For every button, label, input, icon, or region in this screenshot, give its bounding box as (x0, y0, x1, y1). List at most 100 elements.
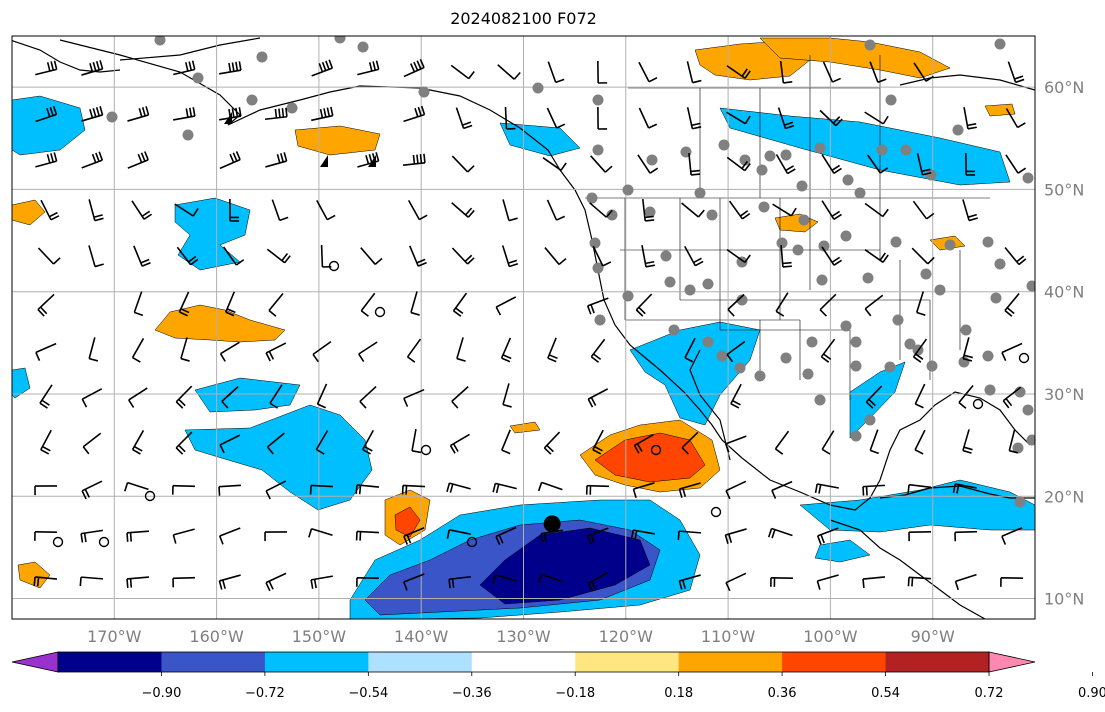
barb-staff (962, 199, 970, 221)
barb-feather (543, 447, 552, 455)
barb-staff (402, 484, 426, 488)
station-marker (716, 350, 728, 362)
wind-barb (543, 431, 561, 455)
barb-feather (185, 108, 189, 118)
barb-feather (265, 352, 271, 362)
station-marker (646, 154, 658, 166)
colorbar: −0.90 −0.72 −0.54 −0.36 −0.18 0.18 0.36 0.54 0.7… (11, 651, 1105, 701)
barb-feather (635, 309, 644, 317)
wind-barb (308, 527, 333, 538)
barb-staff (864, 294, 884, 310)
wind-barb (822, 61, 841, 83)
barb-feather (649, 167, 659, 174)
barb-feather (602, 261, 612, 267)
barb-feather (134, 311, 144, 317)
barb-staff (451, 202, 469, 218)
wind-barb (547, 61, 565, 84)
wind-barb (547, 337, 558, 363)
barb-staff (725, 435, 747, 445)
barb-staff (547, 61, 557, 83)
wind-barb (309, 484, 334, 495)
barb-staff (726, 111, 746, 125)
barb-feather (586, 305, 592, 315)
wind-barb (127, 151, 149, 169)
barb-feather (502, 403, 512, 408)
barb-staff (587, 388, 609, 400)
wind-barb (358, 341, 378, 362)
wind-barb (963, 107, 977, 130)
wind-barb (587, 571, 608, 592)
barb-feather (319, 108, 324, 119)
station-marker (862, 272, 874, 284)
wind-barb (355, 484, 380, 495)
barb-feather (172, 534, 177, 544)
barb-feather (49, 106, 54, 116)
barb-feather (590, 397, 597, 406)
barb-staff (1005, 154, 1019, 174)
barb-feather (355, 484, 358, 494)
barb-feather (877, 78, 887, 84)
barb-feather (684, 357, 694, 363)
barb-feather (321, 61, 327, 71)
wind-barb (411, 429, 422, 454)
barb-feather (129, 532, 133, 542)
anomaly-region (12, 367, 31, 399)
barb-staff (127, 159, 149, 169)
station-marker (622, 184, 634, 196)
barb-feather (129, 578, 133, 588)
wind-barb (686, 107, 702, 130)
barb-feather (446, 529, 450, 539)
barb-staff (869, 61, 879, 83)
barb-feather (492, 574, 497, 584)
barb-feather (268, 580, 274, 590)
wind-barb (1005, 154, 1027, 174)
barb-feather (49, 211, 58, 218)
wind-barb (1008, 429, 1019, 454)
barb-staff (590, 338, 606, 358)
barb-feather (94, 217, 104, 222)
barb-feather (95, 152, 100, 162)
colorbar-tick-label: −0.18 (555, 686, 595, 701)
wind-barb (501, 429, 511, 455)
barb-feather (914, 449, 924, 455)
colorbar-tick-label: 0.54 (871, 686, 900, 701)
barb-staff (495, 574, 517, 582)
barb-feather (952, 483, 956, 493)
barb-feather (831, 210, 841, 217)
barb-feather (546, 444, 554, 453)
barb-feather (368, 62, 373, 72)
barb-staff (864, 202, 884, 218)
barb-staff (128, 387, 148, 401)
barb-staff (592, 245, 604, 267)
barb-feather (467, 165, 475, 173)
barb-staff (81, 388, 103, 400)
barb-feather (141, 262, 151, 267)
wind-barb (448, 575, 472, 589)
barb-staff (451, 386, 469, 402)
wind-barb (218, 527, 241, 545)
wind-barb (1002, 386, 1022, 409)
barb-feather (916, 311, 926, 316)
barb-feather (728, 533, 733, 543)
barb-feather (188, 107, 193, 117)
barb-staff (821, 154, 835, 174)
wind-barb (40, 199, 60, 221)
calm-wind-circle (650, 444, 662, 456)
wind-barb (862, 576, 886, 589)
barb-feather (495, 306, 502, 316)
wind-barb (265, 572, 287, 592)
wind-barb (678, 482, 701, 498)
wind-barb (912, 338, 928, 363)
wind-barb (546, 107, 566, 129)
wind-barb (79, 576, 104, 587)
wind-barb (688, 152, 701, 176)
barb-feather (229, 153, 235, 163)
barb-feather (285, 107, 288, 117)
barb-feather (967, 122, 977, 127)
barb-staff (133, 291, 143, 313)
barb-feather (590, 581, 597, 590)
wind-barb (133, 245, 151, 267)
barb-feather (636, 443, 643, 452)
barb-staff (817, 574, 839, 582)
